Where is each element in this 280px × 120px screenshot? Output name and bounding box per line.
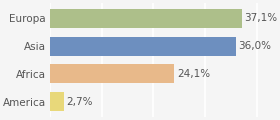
Text: 24,1%: 24,1% (177, 69, 210, 79)
Text: 2,7%: 2,7% (67, 97, 93, 107)
Bar (50, 64, 174, 83)
Text: 36,0%: 36,0% (239, 41, 271, 51)
Text: 37,1%: 37,1% (244, 13, 277, 23)
Bar (50, 92, 64, 111)
Bar (50, 37, 236, 56)
Bar (50, 9, 242, 28)
